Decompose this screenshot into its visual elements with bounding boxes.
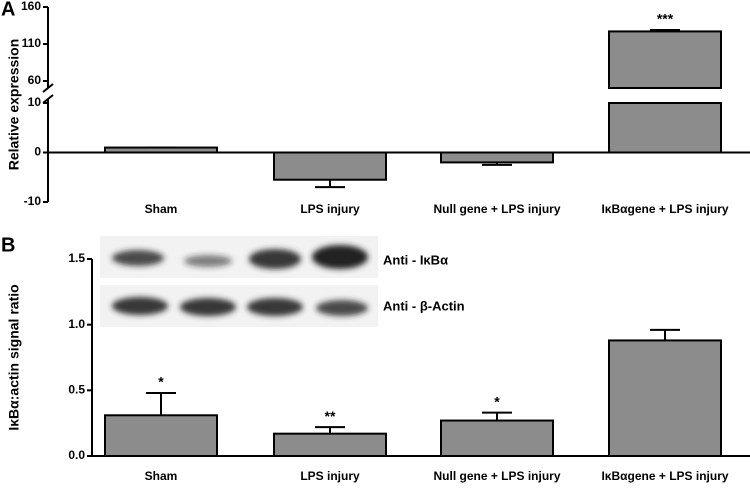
- x-tick-label: Sham: [145, 469, 178, 483]
- western-blot: [100, 236, 378, 327]
- y-tick-label: 1.0: [68, 317, 85, 331]
- y-tick-label: 60: [28, 73, 42, 87]
- y-tick-label: 1.5: [68, 251, 85, 265]
- axis-break: [42, 83, 54, 93]
- y-tick-label: 110: [22, 36, 42, 50]
- y-tick-label: 0.0: [68, 448, 85, 462]
- significance: **: [325, 408, 336, 424]
- x-tick-label: Null gene + LPS injury: [433, 469, 560, 483]
- bar: [104, 414, 218, 457]
- y-axis-label: Relative expression: [6, 39, 22, 171]
- significance: ***: [657, 11, 674, 27]
- x-tick-label: Sham: [145, 202, 178, 216]
- panel-label: A: [1, 0, 15, 20]
- x-tick-label: LPS injury: [300, 469, 360, 483]
- x-tick-label: IκBαgene + LPS injury: [601, 202, 728, 216]
- x-tick-label: Null gene + LPS injury: [433, 202, 560, 216]
- bar: [608, 102, 722, 154]
- significance: *: [494, 393, 500, 409]
- bar: [608, 30, 722, 90]
- axis-break: [42, 94, 54, 104]
- bar: [440, 419, 554, 458]
- bar: [273, 432, 387, 458]
- blot-label: Anti - β-Actin: [383, 298, 465, 313]
- break-gap: [607, 89, 723, 102]
- significance: *: [158, 374, 164, 390]
- y-tick-label: -10: [24, 194, 42, 208]
- bar: [608, 339, 722, 457]
- y-tick-label: 0: [34, 145, 41, 159]
- y-tick-label: 0.5: [68, 383, 85, 397]
- y-tick-label: 10: [28, 95, 42, 109]
- bar: [273, 151, 387, 181]
- y-axis-label: IκBα:actin signal ratio: [6, 284, 22, 430]
- bar: [440, 151, 554, 164]
- x-tick-label: IκBαgene + LPS injury: [601, 469, 728, 483]
- y-tick-label: 160: [21, 0, 41, 13]
- blot-label: Anti - IκBα: [383, 252, 448, 267]
- x-tick-label: LPS injury: [300, 202, 360, 216]
- panel-label: B: [1, 234, 15, 256]
